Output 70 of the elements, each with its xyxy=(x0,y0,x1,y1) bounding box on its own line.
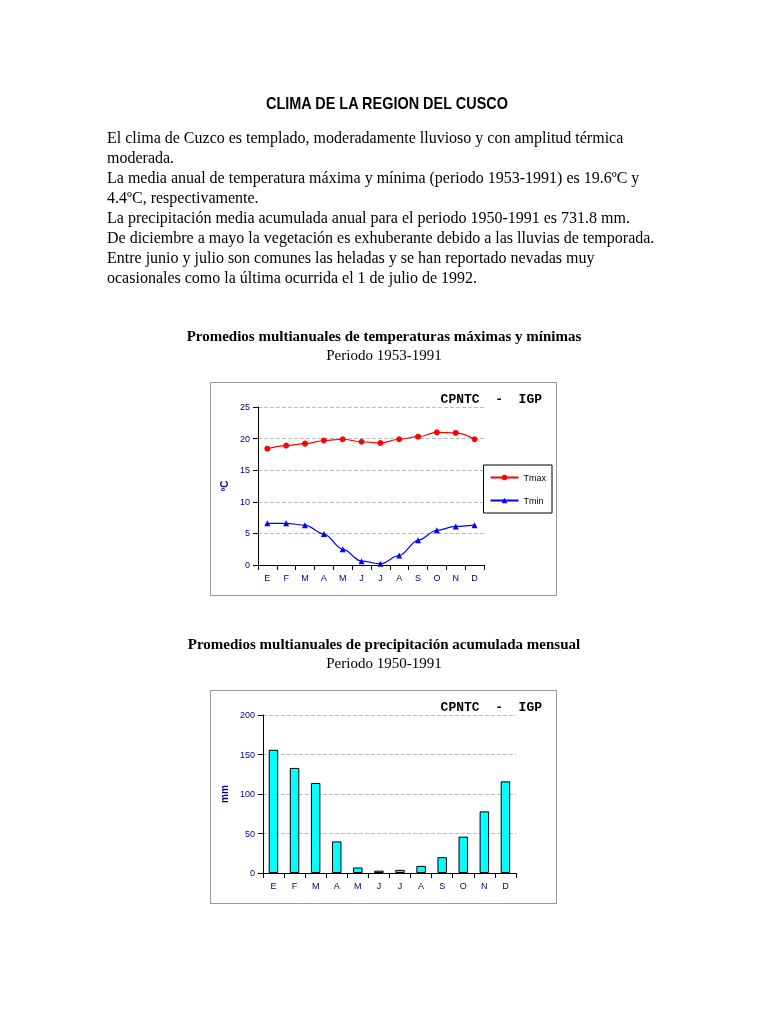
y-tick-label: 100 xyxy=(239,789,255,799)
x-tick-label: J xyxy=(378,572,383,583)
x-tick-label: J xyxy=(359,572,364,583)
x-tick-label: A xyxy=(320,572,327,583)
point xyxy=(377,560,384,567)
point xyxy=(358,558,365,565)
point xyxy=(471,436,478,443)
point xyxy=(471,522,478,529)
point xyxy=(264,445,271,452)
x-tick-label: E xyxy=(270,880,277,891)
x-tick-label: O xyxy=(433,572,441,583)
y-tick-label: 10 xyxy=(239,496,250,507)
point xyxy=(433,527,440,534)
x-tick-label: M xyxy=(301,572,309,583)
point xyxy=(452,429,459,436)
text: CPNTC - IGP xyxy=(440,392,543,407)
y-tick-label: 20 xyxy=(239,433,250,444)
point xyxy=(377,440,384,447)
text: El clima de Cuzco es templado, moderadamente lluvioso y con amplitud térmica moderada. xyxy=(107,128,625,168)
y-tick-label: 50 xyxy=(244,828,255,839)
x-tick-label: D xyxy=(471,572,479,583)
x-tick-label: F xyxy=(291,880,298,891)
y-tick-label: 0 xyxy=(244,560,250,570)
chart-subtitle: Periodo 1953-1991 xyxy=(325,347,443,364)
x-tick-label: S xyxy=(439,880,446,891)
point xyxy=(283,442,290,449)
text: CLIMA DE LA REGION DEL CUSCO xyxy=(265,94,509,114)
point xyxy=(396,552,403,559)
point xyxy=(396,436,403,443)
point xyxy=(433,429,440,436)
y-tick-label: 200 xyxy=(239,710,255,720)
text: La media anual de temperatura máxima y mínima (periodo 1953-1991) es 19.6ºC y 4.4ºC, respectivamente. xyxy=(107,168,641,208)
point xyxy=(415,433,422,440)
y-tick-label: 15 xyxy=(239,465,250,476)
x-tick-label: N xyxy=(481,880,488,891)
text: La precipitación media acumulada anual para el periodo 1950-1991 es 731.8 mm. xyxy=(107,208,631,228)
x-tick-label: A xyxy=(418,880,425,891)
chart-title: Promedios multianuales de precipitación acumulada mensual xyxy=(186,636,582,653)
y-axis-title: ºC xyxy=(218,480,230,492)
point xyxy=(339,436,346,443)
x-tick-label: O xyxy=(459,880,467,891)
y-tick-label: 5 xyxy=(244,528,250,539)
chart-title: Promedios multianuales de temperaturas máximas y mínimas xyxy=(185,328,583,345)
x-tick-label: J xyxy=(397,880,403,891)
chart-subtitle: Periodo 1950-1991 xyxy=(325,655,443,672)
point xyxy=(358,438,365,445)
y-tick-label: 25 xyxy=(239,402,250,412)
point xyxy=(320,437,327,444)
x-tick-label: A xyxy=(396,572,403,583)
point xyxy=(320,531,327,538)
point xyxy=(302,522,309,529)
x-tick-label: E xyxy=(264,572,271,583)
x-tick-label: M xyxy=(338,572,347,583)
y-tick-label: 150 xyxy=(239,749,255,760)
y-tick-label: 0 xyxy=(249,868,255,878)
point xyxy=(302,440,309,447)
text: CPNTC - IGP xyxy=(440,700,543,715)
x-tick-label: A xyxy=(333,880,340,891)
x-tick-label: M xyxy=(354,880,362,891)
x-tick-label: N xyxy=(452,572,459,583)
point xyxy=(415,537,422,544)
legend-label: Tmin xyxy=(523,495,544,506)
x-tick-label: F xyxy=(283,572,290,583)
x-tick-label: D xyxy=(502,880,510,891)
x-tick-label: J xyxy=(376,880,382,891)
text: De diciembre a mayo la vegetación es exhuberante debido a las lluvias de temporada. Entre junio y julio son comunes las heladas y se han reportado nevadas muy ocasionales como la última ocurrida el 1 de julio de 1992. xyxy=(107,228,656,288)
legend-label: Tmax xyxy=(523,472,547,483)
x-tick-label: S xyxy=(415,572,422,583)
y-axis-title: mm xyxy=(218,785,230,803)
x-tick-label: M xyxy=(311,880,320,891)
